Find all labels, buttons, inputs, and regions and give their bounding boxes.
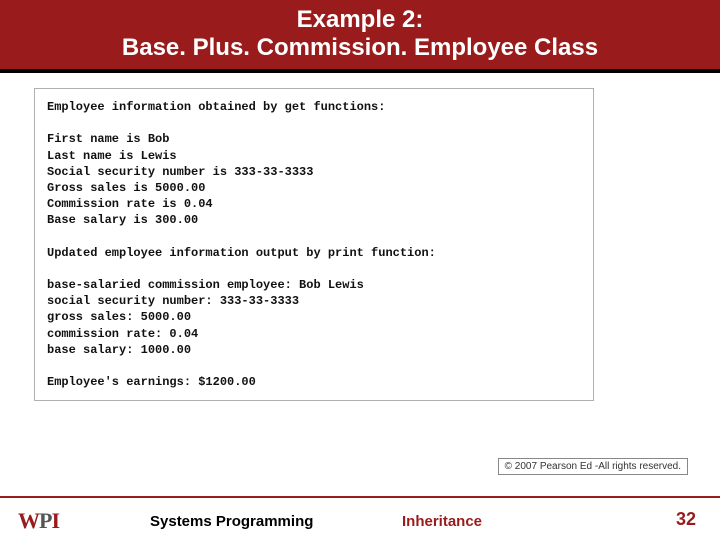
footer-course-name: Systems Programming [150, 513, 313, 530]
output-line [47, 358, 581, 374]
copyright-text: © 2007 Pearson Ed -All rights reserved. [505, 461, 681, 472]
output-line: Last name is Lewis [47, 148, 581, 164]
logo-letter-w: W [18, 508, 39, 533]
output-line [47, 115, 581, 131]
footer-page-number: 32 [676, 509, 696, 530]
logo-letter-i: I [51, 508, 59, 533]
output-line: Updated employee information output by p… [47, 245, 581, 261]
slide: Example 2: Base. Plus. Commission. Emplo… [0, 0, 720, 540]
output-line [47, 229, 581, 245]
output-line: Social security number is 333-33-3333 [47, 164, 581, 180]
footer-topic: Inheritance [402, 513, 482, 530]
title-line-1: Example 2: [297, 6, 424, 33]
output-line: social security number: 333-33-3333 [47, 293, 581, 309]
slide-footer: WPI Systems Programming Inheritance 32 [0, 496, 720, 540]
output-line: commission rate: 0.04 [47, 326, 581, 342]
output-line: Base salary is 300.00 [47, 212, 581, 228]
output-line: Employee's earnings: $1200.00 [47, 374, 581, 390]
output-line: Employee information obtained by get fun… [47, 99, 581, 115]
program-output-box: Employee information obtained by get fun… [34, 88, 594, 401]
output-line: gross sales: 5000.00 [47, 309, 581, 325]
output-line: First name is Bob [47, 131, 581, 147]
logo-letter-p: P [39, 508, 51, 533]
slide-header: Example 2: Base. Plus. Commission. Emplo… [0, 0, 720, 73]
output-line: base-salaried commission employee: Bob L… [47, 277, 581, 293]
title-line-2: Base. Plus. Commission. Employee Class [122, 34, 598, 61]
wpi-logo: WPI [18, 508, 59, 534]
copyright-notice: © 2007 Pearson Ed -All rights reserved. [498, 458, 688, 475]
slide-title: Example 2: Base. Plus. Commission. Emplo… [0, 6, 720, 61]
output-line: Gross sales is 5000.00 [47, 180, 581, 196]
output-line [47, 261, 581, 277]
output-line: base salary: 1000.00 [47, 342, 581, 358]
output-line: Commission rate is 0.04 [47, 196, 581, 212]
